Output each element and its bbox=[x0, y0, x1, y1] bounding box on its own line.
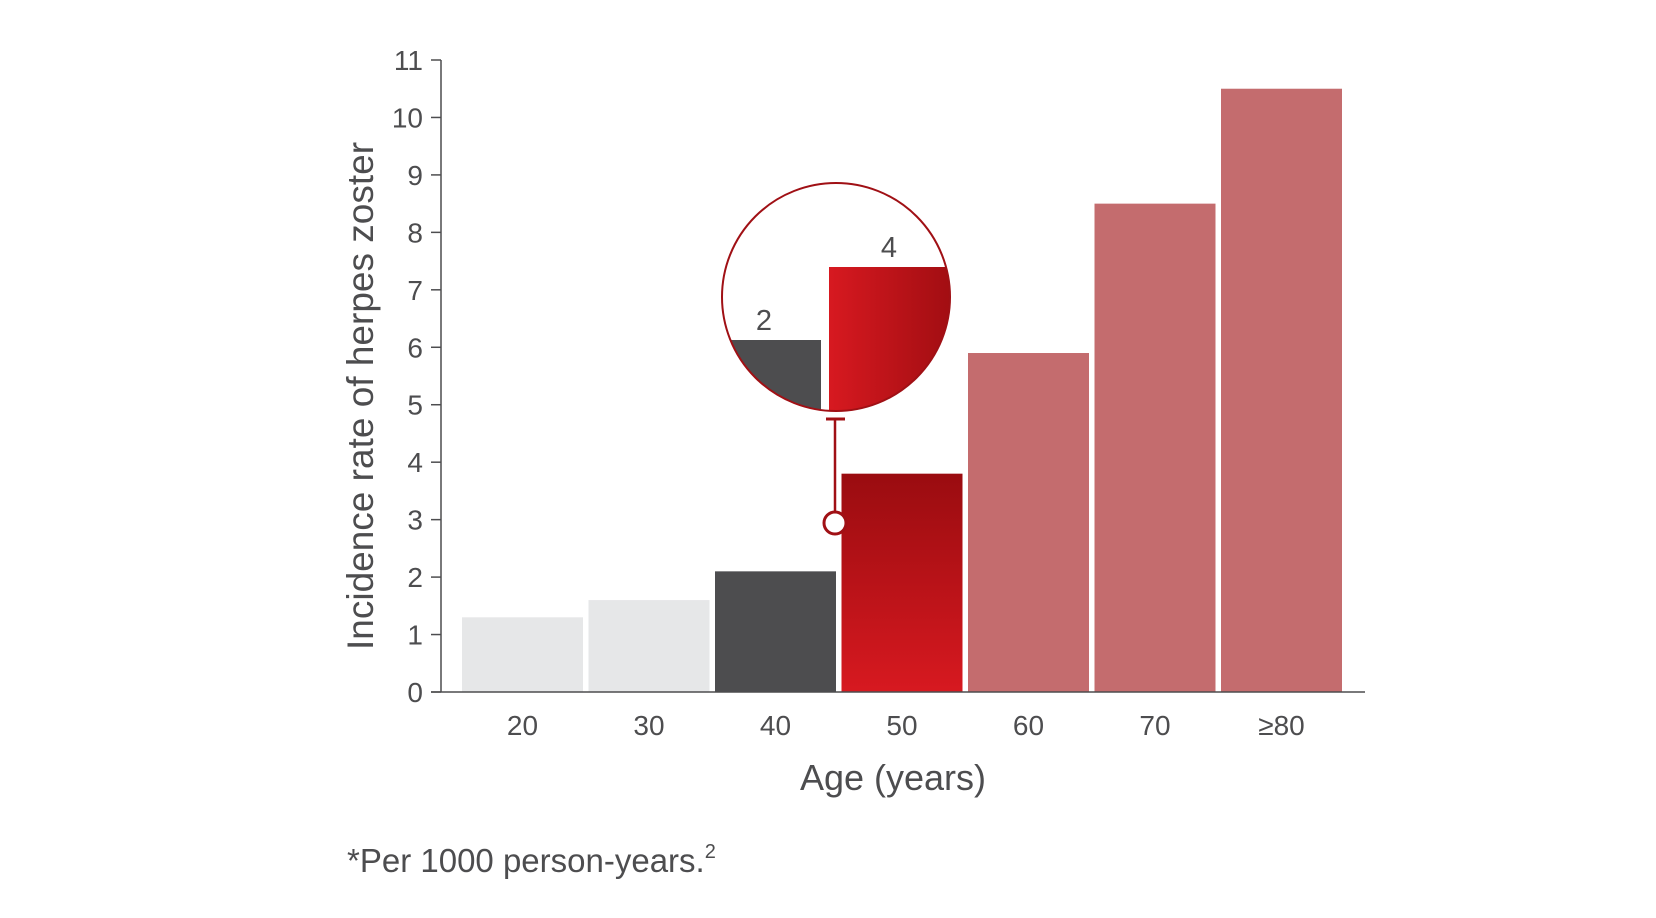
bar-≥80 bbox=[1221, 88, 1342, 692]
y-tick-label: 7 bbox=[407, 275, 423, 306]
y-tick-label: 0 bbox=[407, 677, 423, 708]
inset-bar-50 bbox=[829, 267, 950, 411]
bar-50 bbox=[841, 473, 963, 692]
y-tick-label: 2 bbox=[407, 562, 423, 593]
footnote: *Per 1000 person-years.2 bbox=[347, 841, 716, 879]
bar-40 bbox=[715, 571, 836, 692]
inset-label-50: 4 bbox=[881, 232, 897, 264]
y-tick-label: 10 bbox=[392, 102, 423, 133]
x-axis-tick-labels: 20 30 40 50 60 70 ≥80 bbox=[507, 710, 1305, 741]
x-tick-label: 40 bbox=[760, 710, 791, 741]
y-axis-title: Incidence rate of herpes zoster bbox=[340, 142, 381, 650]
x-tick-label: ≥80 bbox=[1258, 710, 1305, 741]
bar-60 bbox=[968, 353, 1089, 692]
bar-70 bbox=[1094, 203, 1216, 693]
bar-20 bbox=[462, 617, 583, 692]
y-tick-label: 9 bbox=[407, 160, 423, 191]
y-tick-label: 4 bbox=[407, 447, 423, 478]
inset-label-40: 2 bbox=[756, 305, 772, 337]
y-tick-label: 6 bbox=[407, 332, 423, 363]
y-axis-ticks: 0 1 2 3 4 5 6 7 8 9 10 11 bbox=[392, 45, 441, 708]
bar-30 bbox=[588, 600, 710, 692]
y-tick-label: 3 bbox=[407, 505, 423, 536]
connector-dot bbox=[822, 510, 848, 536]
x-tick-label: 50 bbox=[886, 710, 917, 741]
y-tick-label: 8 bbox=[407, 217, 423, 248]
x-tick-label: 30 bbox=[633, 710, 664, 741]
x-axis-title: Age (years) bbox=[800, 757, 986, 798]
x-tick-label: 60 bbox=[1013, 710, 1044, 741]
y-tick-label: 5 bbox=[407, 390, 423, 421]
x-tick-label: 20 bbox=[507, 710, 538, 741]
bars bbox=[462, 88, 1342, 693]
x-tick-label: 70 bbox=[1139, 710, 1170, 741]
y-tick-label: 1 bbox=[407, 620, 423, 651]
inset-magnifier: 2 4 bbox=[721, 182, 951, 536]
y-tick-label: 11 bbox=[394, 45, 423, 76]
